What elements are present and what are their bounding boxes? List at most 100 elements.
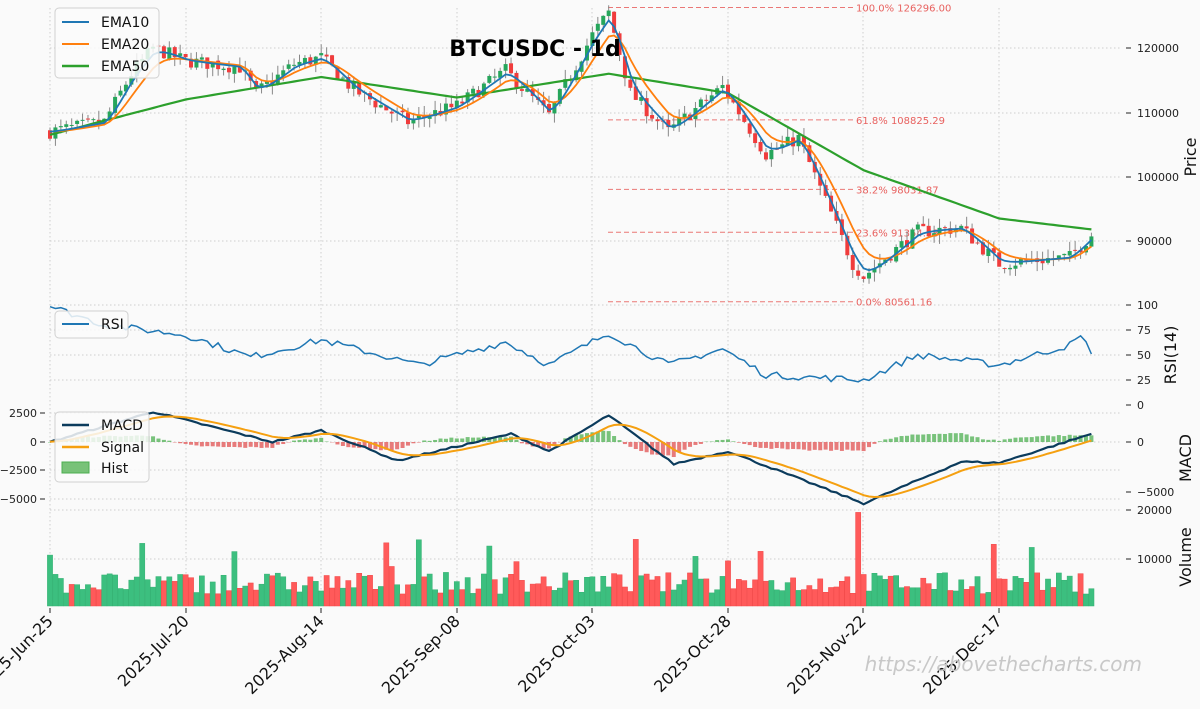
macd-hist-bar (275, 442, 280, 445)
macd-hist-bar (720, 439, 725, 442)
macd-hist-bar (194, 442, 199, 446)
volume-bar (209, 581, 216, 607)
volume-bar (280, 576, 287, 607)
macd-hist-bar (1029, 437, 1034, 442)
volume-bar (969, 586, 975, 607)
macd-hist-bar (216, 442, 221, 447)
chart-title: BTCUSDC - 1d (449, 37, 621, 62)
y-tick-label: 0 (1137, 436, 1144, 449)
volume-bars (47, 512, 1095, 607)
volume-bar (1050, 587, 1057, 607)
volume-bar (475, 588, 482, 607)
candle-up (118, 90, 123, 96)
volume-bar (925, 583, 932, 607)
volume-bar (182, 574, 189, 607)
rsi-legend: RSI (54, 310, 129, 339)
volume-bar (68, 584, 75, 607)
volume-bar (817, 578, 824, 607)
volume-bar (703, 578, 710, 607)
macd-hist-bar (595, 431, 600, 442)
y-tick-label: 20000 (1137, 504, 1172, 517)
candle-up (58, 126, 63, 128)
volume-bar (681, 579, 688, 607)
y-tick-label: 120000 (1137, 42, 1179, 55)
volume-bar (773, 589, 780, 607)
volume-bar (421, 576, 428, 607)
volume-bar (904, 586, 910, 607)
candle-up (492, 76, 497, 78)
rsi-line (49, 305, 1093, 383)
y-tick-label: 50 (1137, 349, 1151, 362)
candle-up (698, 99, 703, 108)
macd-hist-bar (302, 439, 307, 442)
volume-bar (302, 585, 308, 607)
candle-down (519, 89, 524, 91)
volume-bar (594, 591, 601, 607)
candle-up (709, 95, 714, 102)
volume-bar (746, 587, 753, 607)
candle-up (639, 97, 644, 101)
macd-hist-bar (384, 442, 389, 450)
volume-bar (166, 576, 173, 607)
volume-bar (57, 578, 64, 607)
candle-up (590, 32, 595, 46)
macd-hist-bar (400, 442, 405, 449)
macd-hist-bar (368, 442, 373, 449)
volume-bar (860, 574, 867, 607)
volume-bar (47, 554, 53, 607)
volume-bar (437, 592, 444, 607)
volume-bar (1023, 582, 1030, 607)
volume-bar (980, 593, 986, 607)
candle-up (340, 77, 345, 79)
price-axis-title: Price (1181, 137, 1200, 176)
candle-up (281, 70, 286, 76)
macd-hist-bar (877, 441, 882, 442)
volume-bar (285, 589, 292, 607)
volume-bar (752, 579, 758, 607)
volume-bar (231, 551, 238, 607)
volume-bar (410, 584, 417, 607)
macd-hist-bar (823, 442, 828, 450)
macd-hist-bar (221, 442, 226, 448)
macd-hist-bar (1078, 435, 1083, 442)
volume-bar (426, 573, 433, 607)
candle-up (498, 70, 503, 78)
volume-bar (898, 587, 905, 607)
candle-down (926, 225, 931, 237)
ema20-line (49, 34, 1092, 261)
candle-down (650, 115, 655, 119)
volume-bar (790, 577, 796, 607)
ema-lines (49, 18, 1093, 272)
volume-bar (687, 572, 693, 607)
volume-bar (264, 573, 270, 607)
macd-hist-bar (818, 442, 823, 451)
macd-hist-bar (845, 442, 850, 450)
volume-bar (513, 561, 520, 607)
candle-down (812, 161, 817, 173)
volume-bar (649, 579, 655, 607)
candle-down (617, 33, 622, 55)
volume-bar (150, 586, 156, 607)
candle-down (346, 77, 351, 89)
ema20-legend-label: EMA20 (101, 37, 149, 53)
volume-bar (171, 581, 178, 607)
candle-down (834, 211, 839, 221)
macd-hist-bar (1024, 437, 1029, 442)
macd-hist-bar (970, 436, 975, 442)
y-tick-label: 90000 (1137, 235, 1172, 248)
macd-hist-bar (1013, 437, 1018, 442)
candle-down (997, 252, 1002, 267)
volume-bar (1061, 579, 1068, 607)
y-tick-label: 75 (1137, 324, 1151, 337)
volume-bar (632, 539, 639, 607)
candle-up (69, 124, 74, 126)
candle-up (319, 53, 324, 56)
macd-hist-bar (774, 442, 779, 448)
macd-hist-bar (861, 442, 866, 452)
volume-bar (1083, 593, 1089, 607)
macd-hist-bar (937, 433, 942, 442)
candle-up (910, 229, 915, 249)
volume-bar (996, 578, 1003, 607)
volume-bar (1001, 578, 1008, 607)
